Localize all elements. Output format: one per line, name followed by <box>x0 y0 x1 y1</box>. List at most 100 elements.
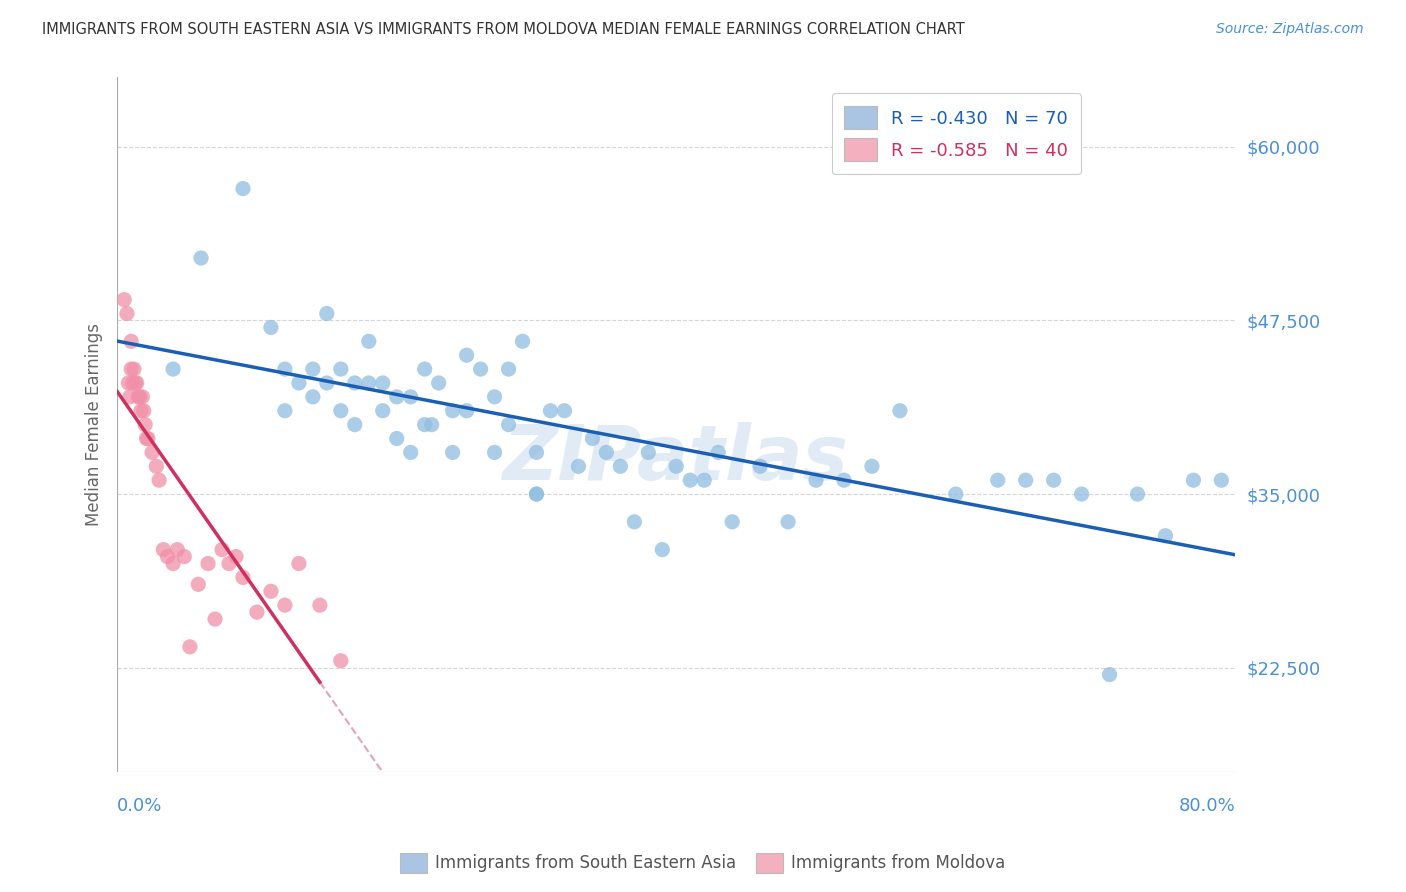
Point <box>441 445 464 459</box>
Point <box>595 445 617 459</box>
Point <box>141 445 163 459</box>
Point <box>721 515 744 529</box>
Point <box>456 348 478 362</box>
Point <box>484 445 506 459</box>
Point <box>179 640 201 654</box>
Point <box>173 549 195 564</box>
Point <box>540 403 562 417</box>
Point <box>1154 529 1177 543</box>
Point <box>343 376 366 390</box>
Point <box>211 542 233 557</box>
Point <box>498 362 520 376</box>
Point <box>420 417 443 432</box>
Point <box>413 417 436 432</box>
Point <box>187 577 209 591</box>
Point <box>385 390 408 404</box>
Point <box>274 598 297 612</box>
Point <box>778 515 800 529</box>
Point <box>749 459 772 474</box>
Point <box>260 584 283 599</box>
Point <box>145 459 167 474</box>
Point <box>329 654 352 668</box>
Point <box>122 362 145 376</box>
Point <box>162 362 184 376</box>
Point <box>526 445 548 459</box>
Point <box>134 417 156 432</box>
Point <box>218 557 240 571</box>
Point <box>288 557 311 571</box>
Point <box>308 598 330 612</box>
Point <box>1042 473 1064 487</box>
Point <box>329 403 352 417</box>
Point <box>707 445 730 459</box>
Point <box>166 542 188 557</box>
Point <box>128 390 150 404</box>
Text: Source: ZipAtlas.com: Source: ZipAtlas.com <box>1216 22 1364 37</box>
Point <box>302 362 325 376</box>
Point <box>225 549 247 564</box>
Point <box>197 557 219 571</box>
Point <box>945 487 967 501</box>
Point <box>260 320 283 334</box>
Point <box>124 376 146 390</box>
Point <box>526 487 548 501</box>
Point <box>115 306 138 320</box>
Point <box>567 459 589 474</box>
Legend: Immigrants from South Eastern Asia, Immigrants from Moldova: Immigrants from South Eastern Asia, Immi… <box>394 847 1012 880</box>
Point <box>131 390 153 404</box>
Point <box>120 362 142 376</box>
Point <box>581 432 603 446</box>
Point <box>156 549 179 564</box>
Point <box>1211 473 1233 487</box>
Point <box>246 605 269 619</box>
Point <box>190 251 212 265</box>
Text: ZIPatlas: ZIPatlas <box>503 422 849 496</box>
Point <box>484 390 506 404</box>
Point <box>371 403 394 417</box>
Point <box>526 487 548 501</box>
Point <box>470 362 492 376</box>
Y-axis label: Median Female Earnings: Median Female Earnings <box>86 323 103 526</box>
Point <box>112 293 135 307</box>
Point <box>302 390 325 404</box>
Point <box>152 542 174 557</box>
Text: 80.0%: 80.0% <box>1178 797 1236 814</box>
Point <box>427 376 450 390</box>
Point <box>623 515 645 529</box>
Point <box>441 403 464 417</box>
Point <box>136 432 159 446</box>
Point <box>512 334 534 349</box>
Point <box>315 376 337 390</box>
Point <box>609 459 631 474</box>
Point <box>651 542 673 557</box>
Point <box>1182 473 1205 487</box>
Point <box>117 376 139 390</box>
Point <box>693 473 716 487</box>
Point <box>357 334 380 349</box>
Point <box>135 432 157 446</box>
Point <box>125 376 148 390</box>
Point <box>127 390 149 404</box>
Point <box>274 403 297 417</box>
Point <box>832 473 855 487</box>
Point <box>129 403 152 417</box>
Point <box>204 612 226 626</box>
Point <box>1126 487 1149 501</box>
Point <box>162 557 184 571</box>
Point <box>399 445 422 459</box>
Point <box>132 403 155 417</box>
Point <box>357 376 380 390</box>
Point <box>399 390 422 404</box>
Point <box>329 362 352 376</box>
Point <box>1015 473 1038 487</box>
Point <box>413 362 436 376</box>
Point <box>1070 487 1092 501</box>
Point <box>679 473 702 487</box>
Point <box>637 445 659 459</box>
Point <box>288 376 311 390</box>
Point <box>889 403 911 417</box>
Point <box>343 417 366 432</box>
Point <box>385 432 408 446</box>
Point <box>860 459 883 474</box>
Point <box>371 376 394 390</box>
